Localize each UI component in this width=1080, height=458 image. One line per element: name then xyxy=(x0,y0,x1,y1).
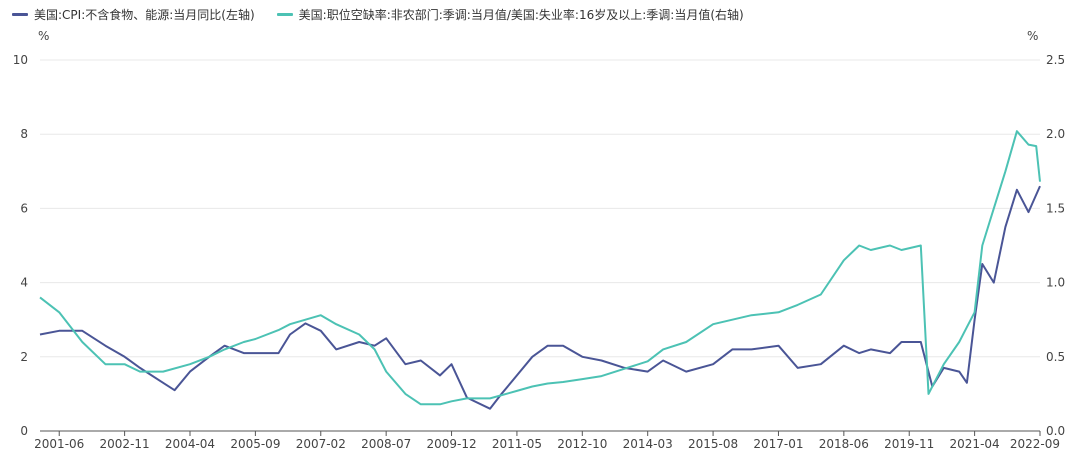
right-tick-label: 2.5 xyxy=(1046,53,1065,67)
x-tick-label: 2005-09 xyxy=(230,437,280,451)
series-line-series1 xyxy=(39,185,1041,410)
x-tick-label: 2008-07 xyxy=(361,437,411,451)
series-lines xyxy=(39,130,1041,410)
left-axis: 0 2 4 6 8 10% xyxy=(13,29,50,438)
x-tick-label: 2007-02 xyxy=(296,437,346,451)
x-tick-label: 2004-04 xyxy=(165,437,215,451)
x-tick-label: 2014-03 xyxy=(623,437,673,451)
x-tick-label: 2019-11 xyxy=(884,437,934,451)
right-tick-label: 0.5 xyxy=(1046,350,1065,364)
legend-item-series1[interactable]: 美国:CPI:不含食物、能源:当月同比(左轴) xyxy=(12,6,255,23)
x-tick-label: 2009-12 xyxy=(426,437,476,451)
left-unit-label: % xyxy=(38,29,49,43)
x-tick-label: 2021-04 xyxy=(950,437,1000,451)
legend: 美国:CPI:不含食物、能源:当月同比(左轴) 美国:职位空缺率:非农部门:季调… xyxy=(12,6,744,23)
legend-label-series2: 美国:职位空缺率:非农部门:季调:当月值/美国:失业率:16岁及以上:季调:当月… xyxy=(298,8,744,22)
x-tick-label: 2011-05 xyxy=(492,437,542,451)
series-line-series2 xyxy=(39,130,1041,406)
left-tick-label: 4 xyxy=(20,276,28,290)
right-tick-label: 0.0 xyxy=(1046,424,1065,438)
right-tick-label: 1.0 xyxy=(1046,276,1065,290)
legend-label-series1: 美国:CPI:不含食物、能源:当月同比(左轴) xyxy=(34,8,255,22)
legend-item-series2[interactable]: 美国:职位空缺率:非农部门:季调:当月值/美国:失业率:16岁及以上:季调:当月… xyxy=(276,6,744,23)
x-tick-label: 2015-08 xyxy=(688,437,738,451)
x-tick-label: 2018-06 xyxy=(819,437,869,451)
x-tick-label: 2012-10 xyxy=(557,437,607,451)
legend-swatch-series1 xyxy=(12,13,28,16)
left-tick-label: 0 xyxy=(20,424,28,438)
x-tick-label: 2022-09 xyxy=(1010,437,1060,451)
left-tick-label: 6 xyxy=(20,201,28,215)
left-tick-label: 2 xyxy=(20,350,28,364)
right-tick-label: 2.0 xyxy=(1046,127,1065,141)
left-tick-label: 10 xyxy=(13,53,28,67)
x-tick-label: 2002-11 xyxy=(100,437,150,451)
left-tick-label: 8 xyxy=(20,127,28,141)
x-tick-label: 2001-06 xyxy=(34,437,84,451)
right-axis: 0.0 0.5 1.0 1.5 2.0 2.5% xyxy=(1027,29,1065,438)
legend-swatch-series2 xyxy=(276,13,293,16)
x-axis: 2001-06 2002-11 2004-04 2005-09 2007-02 2008-… xyxy=(34,431,1060,451)
right-tick-label: 1.5 xyxy=(1046,201,1065,215)
right-unit-label: % xyxy=(1027,29,1038,43)
x-tick-label: 2017-01 xyxy=(753,437,803,451)
